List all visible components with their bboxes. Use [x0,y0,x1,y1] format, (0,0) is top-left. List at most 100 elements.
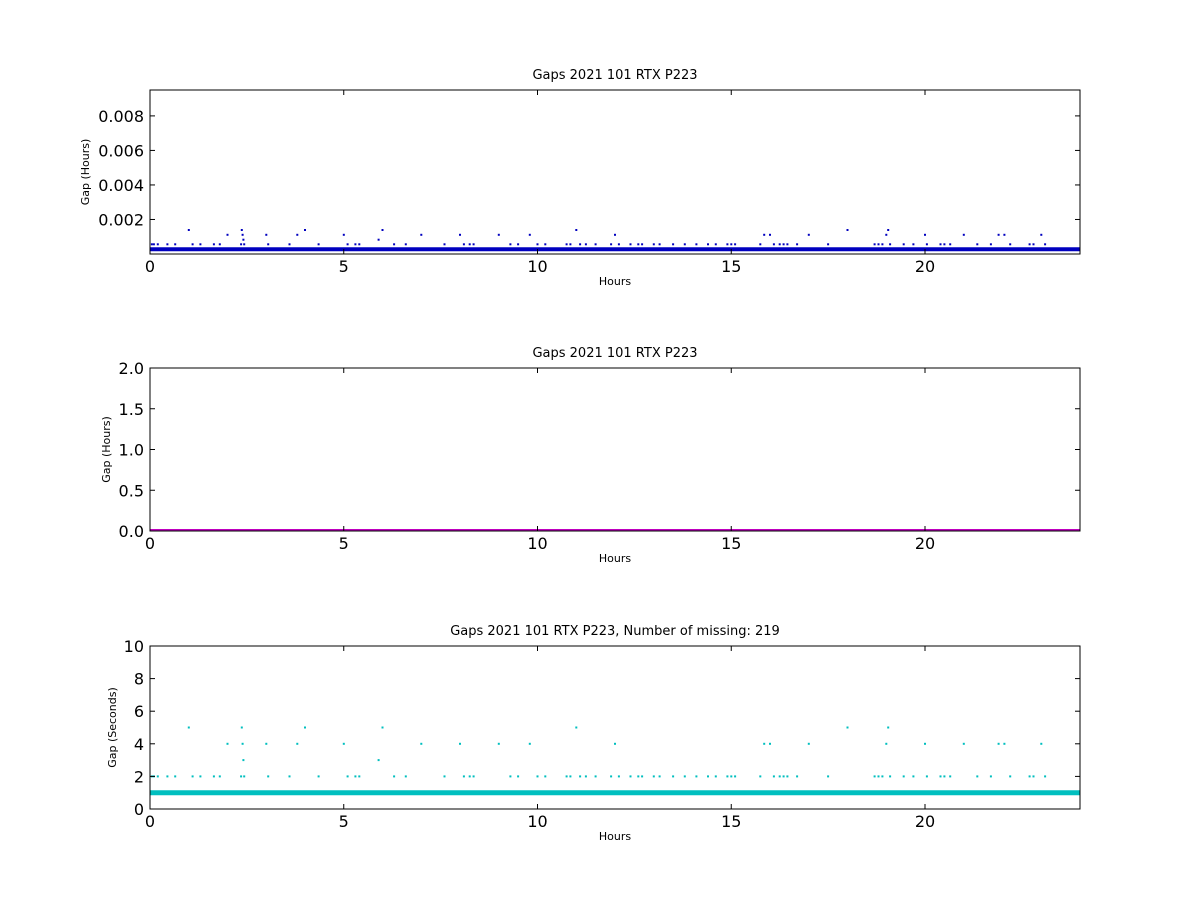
data-point [759,775,762,778]
data-point [462,243,465,246]
chart-title: Gaps 2021 101 RTX P223 [532,346,697,361]
data-point [1044,243,1047,246]
data-point [565,243,568,246]
data-point [166,243,169,246]
data-point [734,775,737,778]
data-point [885,742,888,745]
data-point [1028,243,1031,246]
data-point [887,726,890,729]
data-point [468,243,471,246]
data-point [683,243,686,246]
data-point [658,243,661,246]
data-point [949,243,952,246]
data-point [317,243,320,246]
data-point [807,233,810,236]
data-point [584,243,587,246]
data-point [786,243,789,246]
data-point [763,742,766,745]
data-point [459,233,461,236]
data-point [150,243,153,246]
data-point [462,775,465,778]
data-point [887,229,890,231]
data-point [288,243,291,246]
data-point [342,742,345,745]
data-point [610,243,613,246]
data-point [472,243,475,246]
data-point [997,742,1000,745]
plot-area [150,368,1080,531]
data-point [778,775,781,778]
data-point [695,775,698,778]
data-point [617,243,620,246]
data-point [902,243,905,246]
data-point [317,775,320,778]
data-point [544,775,547,778]
data-point [846,229,849,231]
x-tick-label: 15 [721,812,741,831]
y-tick-label: 1.5 [119,400,144,419]
y-tick-label: 0.006 [98,141,144,160]
data-point [342,233,345,236]
subplot-2: 0 5 10 15 20 0.0 0.5 1.0 1.5 2.0 Gaps 2021 101 RTX… [100,346,1081,565]
data-point [912,243,915,246]
data-point [924,233,926,236]
data-point [726,775,729,778]
data-point [695,243,698,246]
data-point [594,243,597,246]
data-point [1032,243,1035,246]
data-point [807,742,810,745]
data-point [187,726,190,729]
data-point [885,233,888,236]
data-point [1028,775,1031,778]
data-point [1044,775,1047,778]
data-point [772,243,775,246]
x-tick-label: 20 [915,257,935,276]
data-point [377,759,380,762]
x-tick-label: 0 [145,534,155,553]
y-axis-label: Gap (Hours) [79,139,92,206]
data-point [873,775,876,778]
x-tick-label: 5 [339,257,349,276]
data-point [769,742,771,745]
data-point [827,775,830,778]
data-point [243,243,246,246]
data-point [393,243,396,246]
y-tick-label: 1.0 [119,441,144,460]
data-point [459,742,461,745]
x-tick-label: 0 [145,257,155,276]
data-point [827,243,830,246]
x-tick-label: 15 [721,534,741,553]
data-point [166,775,169,778]
data-point [989,243,992,246]
data-point [912,775,915,778]
data-point [304,229,306,231]
x-tick-label: 15 [721,257,741,276]
data-point [243,775,246,778]
data-point [575,229,578,231]
data-point [156,243,159,246]
data-point [796,243,799,246]
data-point [1003,233,1006,236]
data-point [637,775,640,778]
data-point [174,243,177,246]
data-point [497,742,500,745]
y-axis-label: Gap (Hours) [100,416,113,483]
data-point [714,775,717,778]
data-point [358,775,361,778]
data-point [614,742,616,745]
data-point [579,243,582,246]
chart-title: Gaps 2021 101 RTX P223, Number of missin… [450,624,780,639]
data-point [267,243,270,246]
data-point [962,233,965,236]
data-point [156,775,159,778]
data-point [187,229,190,231]
data-point [629,775,632,778]
data-point [240,775,243,778]
data-point [472,775,475,778]
data-point [509,243,512,246]
data-point [544,243,547,246]
data-point [241,233,244,236]
data-point [782,775,785,778]
data-point [939,775,942,778]
data-point [240,229,243,231]
